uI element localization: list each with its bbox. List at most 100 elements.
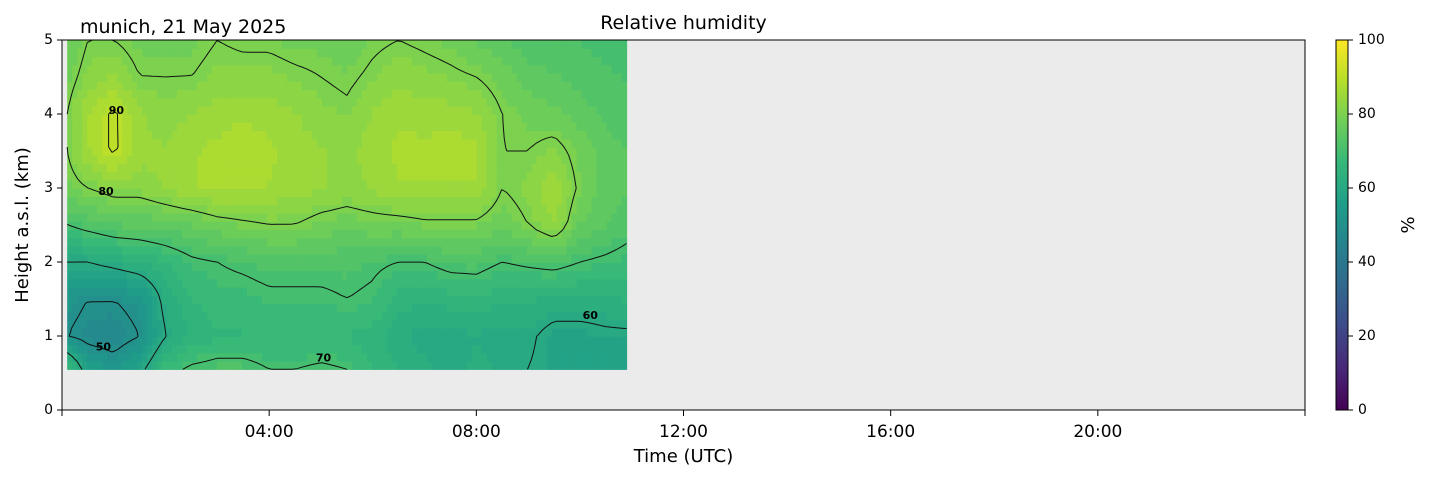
heatmap-cell	[506, 97, 513, 107]
heatmap-cell	[122, 319, 128, 329]
heatmap-cell	[426, 278, 433, 288]
heatmap-cell	[326, 319, 333, 329]
heatmap-cell	[87, 245, 93, 255]
heatmap-cell	[82, 229, 88, 239]
heatmap-cell	[102, 336, 108, 346]
heatmap-cell	[471, 188, 478, 198]
heatmap-cell	[236, 221, 243, 230]
heatmap-cell	[531, 130, 538, 140]
heatmap-cell	[421, 262, 428, 272]
heatmap-cell	[421, 254, 428, 263]
heatmap-cell	[336, 336, 343, 346]
heatmap-cell	[112, 278, 118, 288]
heatmap-cell	[376, 105, 383, 115]
heatmap-cell	[371, 72, 378, 82]
heatmap-cell	[147, 81, 153, 90]
heatmap-cell	[456, 114, 463, 123]
heatmap-cell	[231, 212, 238, 222]
heatmap-cell	[212, 237, 218, 247]
heatmap-cell	[491, 237, 498, 247]
heatmap-cell	[251, 114, 258, 123]
heatmap-cell	[596, 155, 603, 165]
heatmap-cell	[266, 204, 273, 214]
heatmap-cell	[67, 188, 73, 198]
heatmap-cell	[476, 336, 483, 346]
heatmap-cell	[291, 155, 298, 165]
heatmap-cell	[107, 48, 113, 58]
heatmap-cell	[551, 286, 558, 296]
heatmap-cell	[177, 81, 183, 90]
heatmap-cell	[431, 138, 438, 148]
heatmap-cell	[611, 278, 618, 288]
heatmap-cell	[526, 237, 533, 247]
heatmap-cell	[311, 155, 318, 165]
heatmap-cell	[291, 105, 298, 115]
heatmap-cell	[241, 221, 248, 230]
heatmap-cell	[536, 138, 543, 148]
heatmap-cell	[446, 97, 453, 107]
heatmap-cell	[286, 221, 293, 230]
heatmap-cell	[291, 245, 298, 255]
heatmap-cell	[361, 138, 368, 148]
heatmap-cell	[217, 286, 223, 296]
heatmap-cell	[391, 155, 398, 165]
heatmap-cell	[516, 40, 523, 49]
heatmap-cell	[421, 40, 428, 49]
heatmap-cell	[531, 48, 538, 58]
heatmap-cell	[291, 171, 298, 181]
heatmap-cell	[486, 130, 493, 140]
heatmap-cell	[236, 188, 243, 198]
heatmap-cell	[621, 196, 628, 206]
heatmap-cell	[571, 97, 578, 107]
heatmap-cell	[271, 196, 278, 206]
heatmap-cell	[596, 48, 603, 58]
heatmap-cell	[501, 114, 508, 123]
heatmap-cell	[291, 303, 298, 313]
heatmap-cell	[396, 196, 403, 206]
heatmap-cell	[102, 72, 108, 82]
heatmap-cell	[581, 163, 588, 173]
heatmap-cell	[222, 319, 228, 329]
heatmap-cell	[396, 278, 403, 288]
heatmap-cell	[491, 270, 498, 280]
heatmap-cell	[466, 204, 473, 214]
heatmap-cell	[122, 89, 128, 99]
heatmap-cell	[381, 179, 388, 189]
heatmap-cell	[261, 204, 268, 214]
heatmap-cell	[67, 361, 73, 370]
heatmap-cell	[192, 171, 198, 181]
heatmap-cell	[521, 295, 528, 305]
heatmap-cell	[157, 303, 163, 313]
heatmap-cell	[411, 237, 418, 247]
heatmap-cell	[381, 130, 388, 140]
heatmap-cell	[536, 270, 543, 280]
heatmap-cell	[476, 352, 483, 362]
heatmap-cell	[286, 237, 293, 247]
heatmap-cell	[246, 89, 253, 99]
heatmap-cell	[127, 72, 133, 82]
heatmap-cell	[336, 155, 343, 165]
heatmap-cell	[142, 237, 148, 247]
heatmap-cell	[346, 361, 353, 370]
heatmap-cell	[421, 245, 428, 255]
heatmap-cell	[87, 56, 93, 66]
heatmap-cell	[536, 64, 543, 74]
heatmap-cell	[446, 48, 453, 58]
heatmap-cell	[341, 155, 348, 165]
heatmap-cell	[621, 278, 628, 288]
heatmap-cell	[122, 48, 128, 58]
heatmap-cell	[521, 179, 528, 189]
heatmap-cell	[591, 311, 598, 321]
heatmap-cell	[87, 262, 93, 272]
heatmap-cell	[591, 286, 598, 296]
heatmap-cell	[596, 196, 603, 206]
heatmap-cell	[511, 56, 518, 66]
heatmap-cell	[67, 344, 73, 354]
heatmap-cell	[331, 352, 338, 362]
heatmap-cell	[226, 179, 233, 189]
heatmap-cell	[536, 361, 543, 370]
heatmap-cell	[281, 138, 288, 148]
heatmap-cell	[511, 262, 518, 272]
heatmap-cell	[551, 40, 558, 49]
heatmap-cell	[187, 188, 193, 198]
